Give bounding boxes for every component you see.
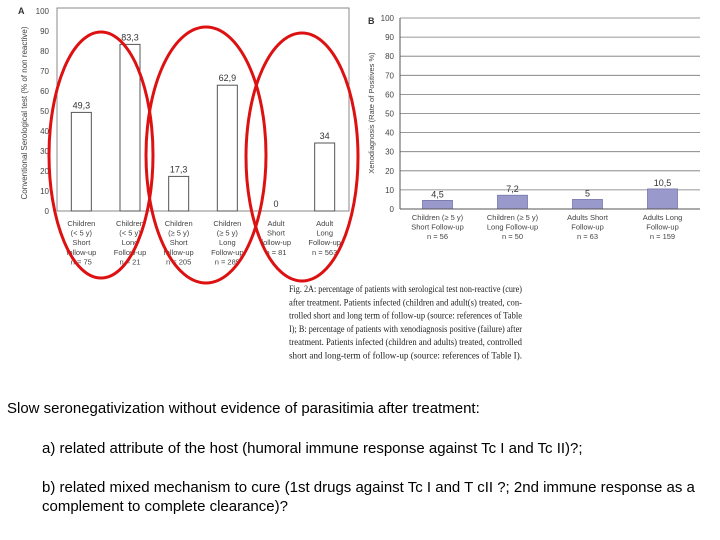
panel-a-bar bbox=[216, 84, 238, 212]
panel-b-y-axis-label: Xenodiagnosis (Rate of Positives %) bbox=[367, 52, 376, 174]
panel-b-category-label: Adults Long Follow-up n = 159 bbox=[643, 213, 683, 241]
panel-a-value-label: 49,3 bbox=[73, 100, 91, 110]
panel-a-y-tick-label: 60 bbox=[40, 87, 49, 96]
figure-caption-line: treatment. Patients infected (children a… bbox=[289, 337, 522, 348]
highlight-ellipse-children-under-5 bbox=[47, 30, 155, 280]
panel-a-value-label: 34 bbox=[320, 131, 330, 141]
panel-b-category-label: Adults Short Follow-up n = 63 bbox=[567, 213, 609, 241]
highlight-ellipse-adults bbox=[244, 31, 360, 283]
panel-a-value-label: 83,3 bbox=[121, 32, 139, 42]
panel-b-value-label: 5 bbox=[585, 188, 590, 198]
chart-panel-b: B Xenodiagnosis (Rate of Positives %) 0 1… bbox=[367, 14, 700, 241]
figure-caption-line: trolled short and long term of follow-up… bbox=[289, 311, 523, 322]
panel-b-value-label: 4,5 bbox=[431, 189, 444, 199]
panel-b-y-tick-label: 10 bbox=[385, 186, 394, 195]
panel-b-y-tick-label: 50 bbox=[385, 110, 394, 119]
panel-b-value-label: 10,5 bbox=[654, 178, 672, 188]
figure-caption: Fig. 2A: percentage of patients with ser… bbox=[289, 284, 523, 362]
panel-a-bar bbox=[70, 111, 92, 212]
panel-b-category-label: Children (≥ 5 y) Short Follow-up n = 56 bbox=[411, 213, 464, 241]
panel-a-category-label: Adult Short follow-up n = 81 bbox=[261, 219, 291, 257]
panel-a-value-label: 0 bbox=[273, 199, 278, 209]
panel-a-value-label: 62,9 bbox=[219, 73, 237, 83]
panel-b-y-tick-label: 70 bbox=[385, 71, 394, 80]
panel-b-y-tick-label: 100 bbox=[381, 14, 395, 23]
panel-a-y-axis-label: Conventional Serological test (% of non … bbox=[20, 26, 29, 199]
panel-b-value-label: 7,2 bbox=[506, 184, 519, 194]
panel-b-y-tick-label: 20 bbox=[385, 167, 394, 176]
note-main: Slow seronegativization without evidence… bbox=[7, 400, 480, 417]
panel-a-frame bbox=[56, 7, 350, 212]
panel-a-y-tick-label: 20 bbox=[40, 167, 49, 176]
panel-a-y-tick-label: 90 bbox=[40, 27, 49, 36]
panel-b-y-tick-label: 30 bbox=[385, 148, 394, 157]
panel-a-y-tick-label: 50 bbox=[40, 107, 49, 116]
highlight-ellipses bbox=[47, 25, 360, 285]
note-a: a) related attribute of the host (humora… bbox=[42, 440, 583, 457]
figure-caption-line: I); B: percentage of patients with xenod… bbox=[289, 324, 523, 335]
panel-a-y-tick-label: 40 bbox=[40, 127, 49, 136]
panel-b-y-tick-label: 80 bbox=[385, 52, 394, 61]
panel-a-y-tick-label: 30 bbox=[40, 147, 49, 156]
panel-a-bar bbox=[119, 43, 141, 212]
panel-a-bar bbox=[168, 175, 190, 212]
panel-a-y-tick-label: 80 bbox=[40, 47, 49, 56]
highlight-ellipse-children-5-plus bbox=[144, 25, 268, 285]
panel-b-category-label: Children (≥ 5 y) Long Follow-up n = 50 bbox=[487, 213, 539, 241]
panel-b-y-tick-label: 40 bbox=[385, 129, 394, 138]
panel-b-y-tick-label: 60 bbox=[385, 90, 394, 99]
figure-caption-line: Fig. 2A: percentage of patients with ser… bbox=[289, 284, 522, 295]
panel-b-bar bbox=[647, 188, 678, 210]
panel-b-y-tick-label: 90 bbox=[385, 33, 394, 42]
panel-a-label: A bbox=[18, 6, 25, 16]
panel-a-category-label: Children (< 5 y) Short follow-up n = 75 bbox=[66, 219, 96, 266]
panel-a-y-tick-label: 100 bbox=[36, 7, 50, 16]
panel-a-category-label: Children (≥ 5 y) Short follow-up n = 205 bbox=[164, 219, 194, 266]
chart-panel-a: A Conventional Serological test (% of no… bbox=[18, 6, 350, 266]
panel-b-label: B bbox=[368, 16, 375, 26]
panel-a-value-label: 17,3 bbox=[170, 164, 188, 174]
figure-caption-line: after treatment. Patients infected (chil… bbox=[289, 297, 522, 308]
panel-a-y-tick-label: 10 bbox=[40, 187, 49, 196]
panel-a-category-label: Children (< 5 y) Long Follow-up n = 21 bbox=[114, 219, 147, 266]
panel-a-bar bbox=[314, 142, 336, 212]
panel-b-bar bbox=[572, 199, 603, 210]
panel-a-y-tick-label: 0 bbox=[45, 207, 50, 216]
panel-b-y-tick-label: 0 bbox=[390, 205, 395, 214]
panel-a-category-label: Children (≥ 5 y) Long Follow-up n = 285 bbox=[211, 219, 244, 266]
panel-a-category-label: Adult Long Follow-up n = 563 bbox=[308, 219, 341, 257]
note-b: b) related mixed mechanism to cure (1st … bbox=[42, 479, 695, 515]
figure-caption-line: short and long-term of follow-up (source… bbox=[289, 351, 522, 362]
panel-b-bar bbox=[497, 194, 528, 210]
panel-a-y-tick-label: 70 bbox=[40, 67, 49, 76]
panel-b-bar bbox=[422, 200, 453, 210]
